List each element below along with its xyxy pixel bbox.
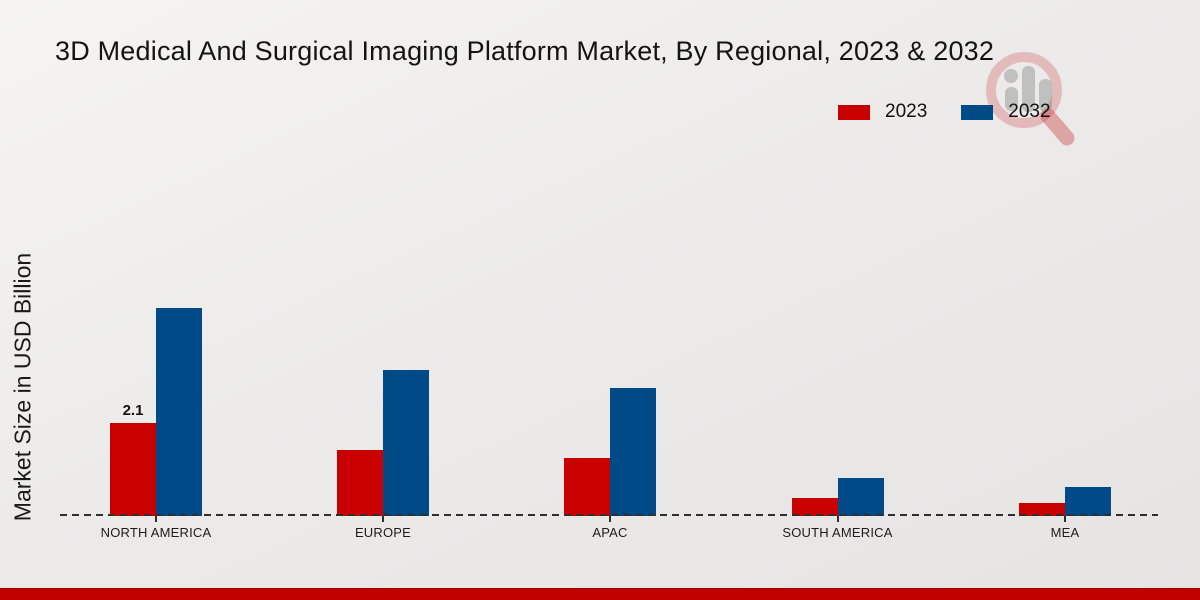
category-label-north-america: NORTH AMERICA bbox=[100, 525, 212, 540]
bar-2023-south-america bbox=[791, 498, 838, 516]
y-axis-label: Market Size in USD Billion bbox=[9, 252, 36, 522]
footer-accent-bar bbox=[0, 588, 1200, 600]
x-tick-apac bbox=[609, 516, 611, 522]
bar-2032-north-america bbox=[156, 307, 202, 516]
data-label-2023-north-america: 2.1 bbox=[122, 401, 144, 419]
legend-label-2023: 2023 bbox=[885, 101, 928, 122]
legend-item-2032: 2032 bbox=[961, 101, 1051, 123]
x-tick-north-america bbox=[155, 516, 157, 522]
x-tick-europe bbox=[382, 516, 384, 522]
x-tick-south-america bbox=[836, 516, 839, 522]
legend-item-2023: 2023 bbox=[838, 101, 927, 123]
category-label-south-america: SOUTH AMERICA bbox=[782, 525, 893, 540]
legend: 2023 2032 bbox=[838, 101, 1051, 123]
category-label-europe: EUROPE bbox=[354, 525, 412, 540]
bar-2032-europe bbox=[383, 369, 429, 516]
bar-2032-south-america bbox=[837, 478, 884, 516]
x-tick-mea bbox=[1064, 516, 1066, 522]
legend-label-2032: 2032 bbox=[1008, 101, 1051, 122]
x-axis-baseline bbox=[60, 514, 1158, 516]
legend-swatch-2023 bbox=[838, 104, 870, 120]
chart-title: 3D Medical And Surgical Imaging Platform… bbox=[55, 36, 995, 66]
category-label-apac: APAC bbox=[592, 525, 628, 540]
bar-2032-mea bbox=[1065, 487, 1111, 516]
legend-swatch-2032 bbox=[961, 104, 994, 120]
bar-2023-north-america bbox=[110, 422, 156, 516]
bar-2032-apac bbox=[610, 387, 656, 516]
bar-2023-mea bbox=[1019, 502, 1065, 516]
category-label-mea: MEA bbox=[1050, 525, 1080, 540]
bar-2023-apac bbox=[564, 458, 610, 516]
bar-2023-europe bbox=[337, 449, 383, 516]
